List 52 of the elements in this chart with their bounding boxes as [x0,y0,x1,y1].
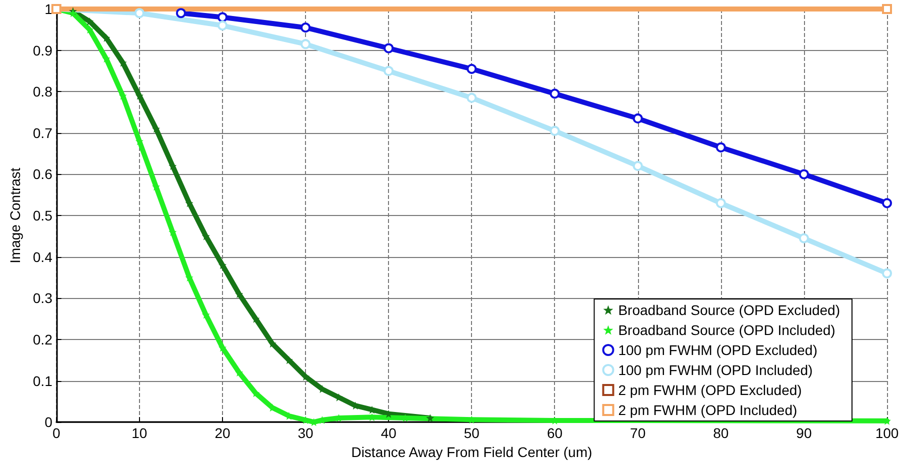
legend-label: Broadband Source (OPD Included) [618,322,836,338]
legend-label: Broadband Source (OPD Excluded) [618,302,840,318]
x-tick-label: 50 [464,425,480,442]
point [300,39,311,50]
x-tick-label: 10 [132,425,148,442]
x-tick-label: 40 [380,425,397,442]
point [798,169,809,180]
point [716,142,726,152]
point [882,198,892,208]
y-tick-label: 0.7 [32,124,53,141]
point [176,8,186,18]
legend-label: 2 pm FWHM (OPD Excluded) [618,382,802,398]
legend-label: 100 pm FWHM (OPD Included) [618,362,813,378]
point [218,20,228,31]
y-tick-label: 0.1 [32,372,53,389]
y-tick-label: 0.6 [32,166,53,182]
y-tick-label: 1 [44,1,53,17]
y-tick-label: 0.8 [32,84,53,100]
point [252,389,260,398]
y-tick-label: 0.5 [32,208,53,224]
x-tick-label: 20 [214,425,230,442]
x-tick-label: 100 [875,425,899,442]
point [632,113,643,124]
point [384,43,394,54]
point [550,88,560,99]
x-tick-label: 80 [713,425,729,442]
y-tick-label: 0.9 [32,42,53,58]
point [300,22,311,33]
y-tick-label: 0 [44,414,53,430]
x-axis-title: Distance Away From Field Center (um) [351,444,592,460]
x-tick-label: 60 [546,425,563,442]
x-tick-label: 70 [630,425,646,442]
y-axis-title: Image Contrast [7,168,23,264]
legend-label: 2 pm FWHM (OPD Included) [618,402,798,418]
point [716,198,726,208]
point [426,414,434,422]
point [798,233,809,244]
point [466,64,477,74]
point [632,160,643,171]
point [134,8,144,18]
point [384,66,394,76]
point [466,92,477,103]
point [882,4,892,14]
x-tick-label: 30 [298,425,314,442]
point [218,12,228,22]
point [550,126,560,136]
x-tick-label: 90 [796,425,812,442]
y-tick-label: 0.4 [32,248,53,265]
point [882,268,892,278]
y-tick-label: 0.3 [32,290,53,306]
legend-label: 100 pm FWHM (OPD Excluded) [618,342,818,358]
y-tick-label: 0.2 [32,331,53,348]
